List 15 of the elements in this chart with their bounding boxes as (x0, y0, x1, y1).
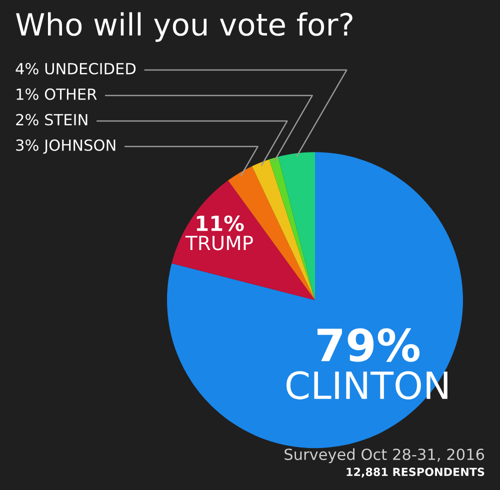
slice-label: 3% JOHNSON (16, 139, 116, 154)
slice-label: 1% OTHER (16, 88, 97, 100)
data-label: 11% (196, 215, 244, 232)
text: Surveyed Oct 28-31, 2016 (284, 448, 484, 464)
pie-slice (252, 159, 315, 300)
pie-slice (269, 156, 315, 300)
slice-label: TRUMP (185, 236, 253, 250)
chart-title: Who will you vote for? (16, 12, 352, 42)
pie-slice (167, 152, 463, 448)
text: 12,881 RESPONDENTS (346, 468, 484, 478)
slice-label: 2% STEIN (16, 114, 88, 126)
slice-label: 4% UNDECIDED (16, 62, 136, 74)
data-label: 79% (318, 328, 420, 362)
pie-slice (172, 180, 315, 300)
pie-slice (278, 152, 315, 300)
